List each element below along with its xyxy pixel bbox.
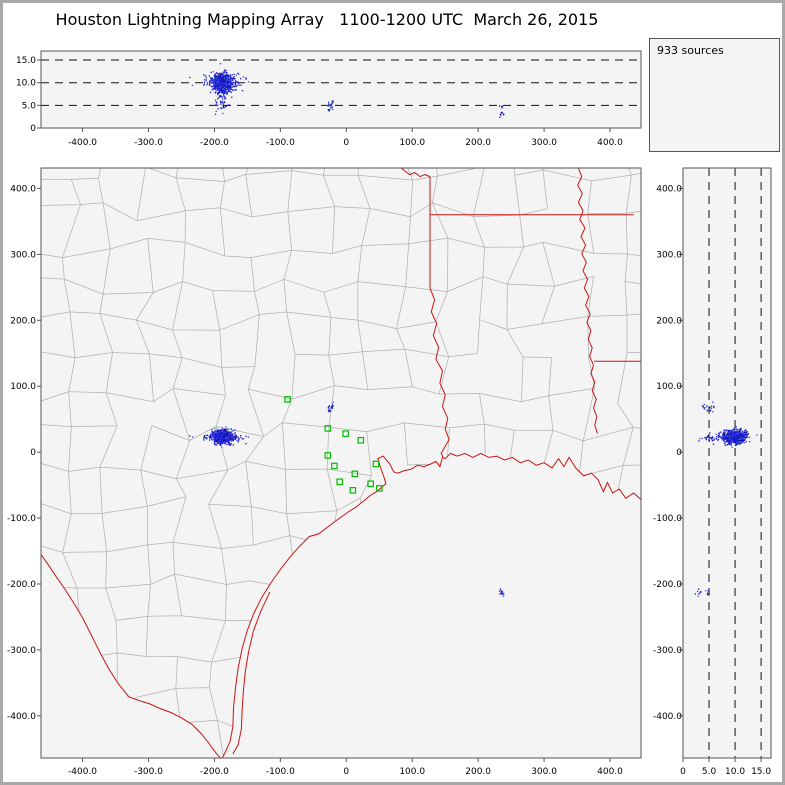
svg-text:-100.0: -100.0	[7, 514, 36, 524]
svg-text:-100.0: -100.0	[266, 767, 295, 777]
lma-stations-layer	[284, 396, 383, 494]
svg-text:-100.0: -100.0	[653, 514, 682, 524]
svg-text:-300.0: -300.0	[134, 767, 163, 777]
mississippi-river-border	[577, 168, 598, 434]
svg-text:-300.0: -300.0	[653, 646, 682, 656]
lma-station-marker	[331, 462, 338, 470]
svg-text:100.0: 100.0	[399, 767, 425, 777]
svg-text:200.0: 200.0	[465, 767, 491, 777]
svg-text:0: 0	[30, 124, 36, 134]
lma-station-marker	[284, 396, 291, 403]
svg-text:100.0: 100.0	[399, 138, 425, 148]
svg-text:200.0: 200.0	[656, 316, 682, 326]
svg-text:-400.0: -400.0	[7, 712, 36, 722]
lma-station-marker	[357, 436, 365, 444]
rio-grande-border	[41, 554, 222, 758]
lma-station-marker	[375, 485, 383, 492]
ns-altitude-panel: 0 5.0 10.0 15.0 -400.0 -300.0 -200.0 -100.0 0 100…	[653, 167, 772, 777]
sources-layer-ns-alt	[694, 401, 758, 597]
svg-text:-400.0: -400.0	[68, 767, 97, 777]
lma-station-marker	[351, 470, 359, 478]
svg-text:300.0: 300.0	[656, 250, 682, 260]
sources-count-label: 933 sources	[657, 44, 724, 57]
lma-station-marker	[336, 478, 343, 486]
svg-text:100.0: 100.0	[10, 382, 36, 392]
svg-text:-300.0: -300.0	[134, 138, 163, 148]
ew-altitude-panel: -400.0 -300.0 -200.0 -100.0 0 100.0 200.0 300.0…	[16, 50, 642, 148]
state-borders-layer	[41, 168, 641, 758]
svg-text:300.0: 300.0	[10, 250, 36, 260]
svg-text:0: 0	[343, 138, 349, 148]
svg-text:300.0: 300.0	[531, 767, 557, 777]
page-title: Houston Lightning Mapping Array 1100-120…	[55, 10, 599, 29]
lma-station-marker	[372, 460, 380, 468]
svg-text:400.0: 400.0	[656, 184, 682, 194]
ew-alt-plot-layer	[41, 59, 641, 118]
svg-text:15.0: 15.0	[16, 56, 36, 66]
lma-station-marker	[342, 430, 349, 437]
lma-station-marker	[349, 487, 357, 494]
padre-island-border	[232, 591, 271, 755]
svg-text:5.0: 5.0	[702, 767, 717, 777]
svg-text:0: 0	[30, 448, 36, 458]
lma-station-marker	[324, 425, 332, 432]
svg-text:10.0: 10.0	[725, 767, 745, 777]
svg-text:-400.0: -400.0	[653, 712, 682, 722]
sabine-river-border	[429, 287, 450, 458]
svg-text:300.0: 300.0	[531, 138, 557, 148]
svg-text:-400.0: -400.0	[68, 138, 97, 148]
svg-text:200.0: 200.0	[465, 138, 491, 148]
svg-text:-100.0: -100.0	[266, 138, 295, 148]
sources-count-box: 933 sources	[649, 38, 780, 152]
red-river-border	[400, 168, 431, 178]
svg-text:100.0: 100.0	[656, 382, 682, 392]
map-layer	[41, 168, 641, 758]
ns-alt-plot-layer	[694, 168, 762, 758]
sources-layer-ew-alt	[189, 62, 505, 118]
svg-text:5.0: 5.0	[22, 101, 37, 111]
svg-text:400.0: 400.0	[597, 767, 623, 777]
svg-text:-200.0: -200.0	[200, 767, 229, 777]
svg-text:400.0: 400.0	[10, 184, 36, 194]
lma-station-marker	[324, 452, 332, 459]
county-boundaries-layer	[41, 168, 641, 758]
svg-text:10.0: 10.0	[16, 79, 36, 89]
svg-text:-200.0: -200.0	[200, 138, 229, 148]
svg-text:-300.0: -300.0	[7, 646, 36, 656]
gulf-coastline-border	[221, 452, 641, 758]
svg-text:15.0: 15.0	[751, 767, 771, 777]
svg-text:0: 0	[343, 767, 349, 777]
svg-text:-200.0: -200.0	[653, 580, 682, 590]
lma-station-marker	[367, 480, 374, 488]
svg-text:-200.0: -200.0	[7, 580, 36, 590]
svg-text:0: 0	[676, 448, 682, 458]
plan-view-map-panel: -400.0 -300.0 -200.0 -100.0 0 100.0 200.0 300.0…	[7, 167, 642, 777]
svg-text:0: 0	[680, 767, 686, 777]
sources-layer-plan	[189, 401, 505, 597]
svg-text:200.0: 200.0	[10, 316, 36, 326]
svg-text:400.0: 400.0	[597, 138, 623, 148]
